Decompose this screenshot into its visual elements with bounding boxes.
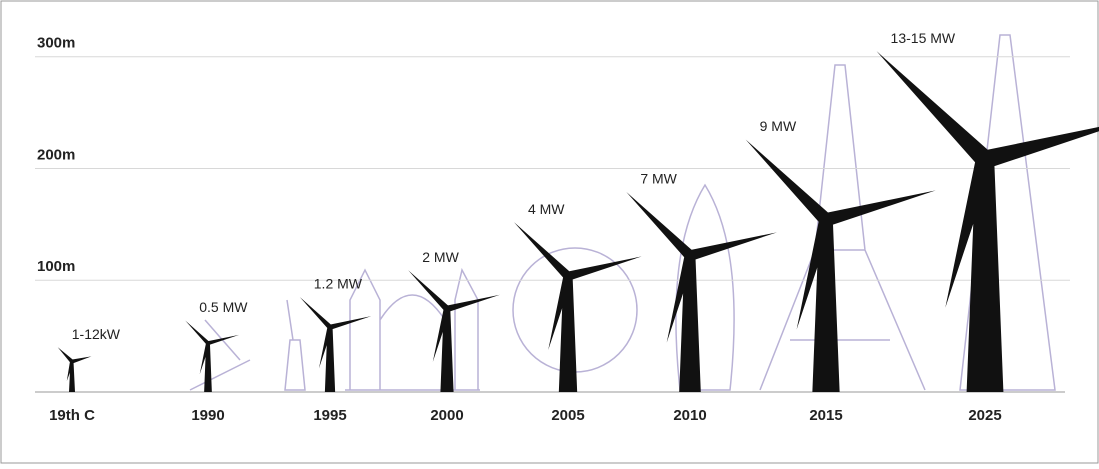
power-label: 1.2 MW	[314, 276, 363, 292]
x-tick-label: 19th C	[49, 407, 95, 424]
y-tick-label: 300m	[37, 35, 75, 52]
turbine	[185, 320, 240, 392]
y-tick-label: 100m	[37, 258, 75, 275]
power-label: 9 MW	[760, 118, 797, 134]
turbine	[626, 191, 777, 392]
power-label: 1-12kW	[72, 326, 121, 342]
x-tick-label: 2005	[551, 407, 584, 424]
power-label: 7 MW	[640, 171, 677, 187]
x-tick-label: 2025	[968, 407, 1001, 424]
x-tick-label: 1995	[313, 407, 346, 424]
x-tick-label: 2010	[673, 407, 706, 424]
turbine	[876, 51, 1099, 392]
y-tick-label: 200m	[37, 146, 75, 163]
turbine	[57, 347, 92, 392]
power-label: 13-15 MW	[891, 30, 956, 46]
turbine	[299, 297, 372, 392]
turbine	[513, 222, 642, 392]
power-label: 2 MW	[422, 249, 459, 265]
power-label: 0.5 MW	[199, 299, 248, 315]
x-tick-label: 2000	[430, 407, 463, 424]
landmark	[284, 299, 306, 391]
turbine	[745, 139, 936, 392]
turbine	[408, 270, 500, 392]
power-label: 4 MW	[528, 201, 565, 217]
x-tick-label: 2015	[809, 407, 842, 424]
x-tick-label: 1990	[191, 407, 224, 424]
landmark	[345, 267, 480, 391]
